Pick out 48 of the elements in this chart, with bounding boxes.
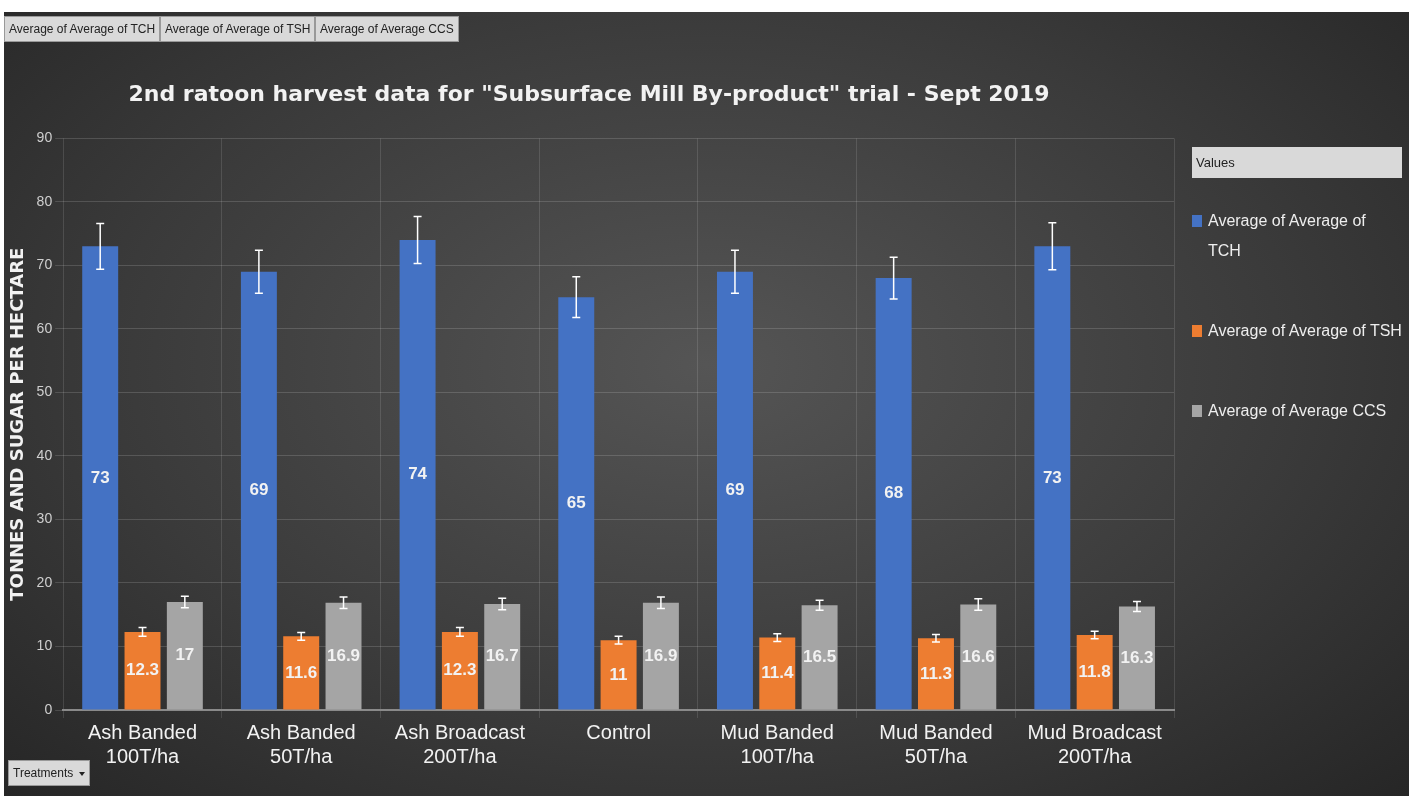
y-tick-label: 10: [36, 637, 53, 654]
data-label: 11.8: [1078, 661, 1111, 681]
x-tick-label: Mud Banded 100T/ha: [720, 720, 834, 767]
data-label: 11: [609, 664, 628, 684]
legend-label: Average of Average of TCH: [1208, 211, 1367, 261]
y-axis-title: TONNES AND SUGAR PER HECTARE: [6, 247, 28, 601]
text: Average of Average of TSH: [160, 16, 316, 42]
data-label: 11.3: [919, 663, 953, 683]
y-tick-label: 20: [36, 573, 53, 590]
text: Average of Average of TCH: [4, 16, 161, 42]
y-tick-label: 40: [36, 446, 53, 463]
y-tick-label: 80: [36, 192, 53, 209]
data-label: 11.4: [761, 663, 794, 683]
data-label: 16.5: [803, 647, 837, 667]
x-tick-label: Ash Banded 100T/ha: [88, 720, 198, 767]
legend-title: Values: [1192, 147, 1402, 178]
data-label: 16.9: [644, 645, 678, 665]
data-label: 73: [1042, 467, 1062, 487]
y-tick-label: 0: [44, 700, 53, 717]
legend-label: Average of Average CCS: [1208, 401, 1387, 421]
y-tick-label: 50: [36, 383, 53, 400]
x-tick-label: Ash Banded 50T/ha: [246, 720, 356, 767]
y-tick-label: 30: [36, 510, 53, 527]
x-tick-label: Mud Broadcast 200T/ha: [1027, 720, 1163, 767]
y-tick-label: 70: [36, 256, 53, 273]
data-label: 69: [249, 480, 269, 500]
text: Average of Average CCS: [315, 16, 459, 42]
text: Treatments: [8, 760, 91, 786]
x-tick-label: Ash Broadcast 200T/ha: [394, 720, 526, 767]
data-label: 68: [884, 483, 904, 503]
data-label: 69: [725, 480, 745, 500]
data-label: 16.7: [485, 646, 519, 666]
data-label: 16.3: [1120, 647, 1154, 667]
data-label: 74: [408, 464, 428, 484]
data-label: 65: [566, 493, 586, 513]
data-label: 12.3: [443, 660, 477, 680]
y-tick-label: 60: [36, 319, 53, 336]
data-label: 12.3: [125, 660, 160, 680]
x-tick-label: Control: [586, 720, 651, 743]
data-label: 11.6: [285, 662, 318, 682]
data-label: 16.9: [326, 645, 361, 665]
chart-title: 2nd ratoon harvest data for "Subsurface Mill By-product" trial - Sept 2019: [128, 80, 1050, 106]
data-label: 16.6: [961, 646, 995, 666]
data-label: 17: [175, 645, 195, 665]
x-tick-label: Mud Banded 50T/ha: [879, 720, 993, 767]
y-tick-label: 90: [36, 129, 53, 146]
data-label: 73: [90, 467, 110, 487]
legend-label: Average of Average of TSH: [1208, 321, 1402, 341]
